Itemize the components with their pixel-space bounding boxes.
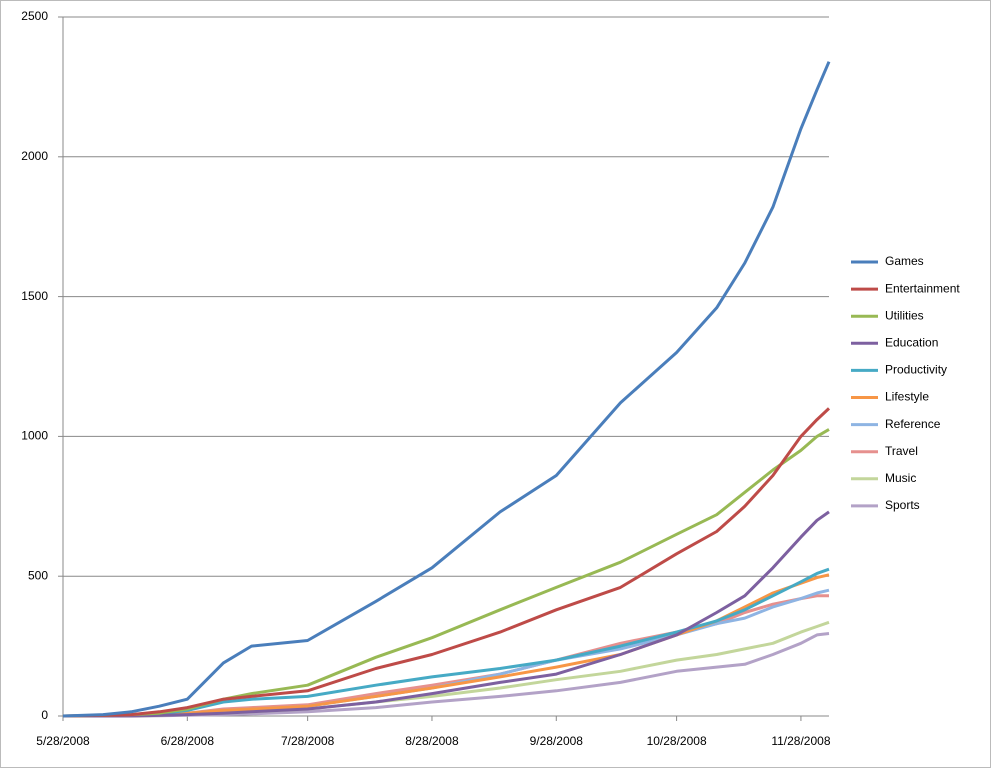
- legend-label: Reference: [885, 417, 941, 431]
- legend-label: Music: [885, 471, 916, 485]
- legend-label: Entertainment: [885, 281, 960, 295]
- y-tick-label: 1000: [21, 429, 48, 443]
- x-tick-label: 10/28/2008: [647, 734, 707, 748]
- series-line: [62, 61, 831, 718]
- x-tick-label: 6/28/2008: [161, 734, 215, 748]
- x-tick-label: 11/28/2008: [771, 734, 830, 748]
- legend-label: Travel: [885, 444, 918, 458]
- y-tick-label: 1500: [21, 289, 48, 303]
- y-tick-label: 2500: [21, 9, 48, 23]
- y-tick-label: 0: [41, 708, 48, 722]
- x-tick-label: 7/28/2008: [281, 734, 335, 748]
- legend-label: Utilities: [885, 308, 924, 322]
- x-tick-label: 8/28/2008: [405, 734, 459, 748]
- legend-label: Productivity: [885, 363, 947, 377]
- legend-label: Education: [885, 335, 938, 349]
- series-line: [62, 407, 831, 718]
- x-tick-label: 9/28/2008: [530, 734, 584, 748]
- series-line: [63, 510, 830, 718]
- legend-label: Lifestyle: [885, 390, 929, 404]
- y-tick-label: 500: [28, 568, 48, 582]
- x-tick-label: 5/28/2008: [36, 734, 90, 748]
- legend-label: Sports: [885, 498, 920, 512]
- y-tick-label: 2000: [21, 149, 48, 163]
- legend-label: Games: [885, 254, 924, 268]
